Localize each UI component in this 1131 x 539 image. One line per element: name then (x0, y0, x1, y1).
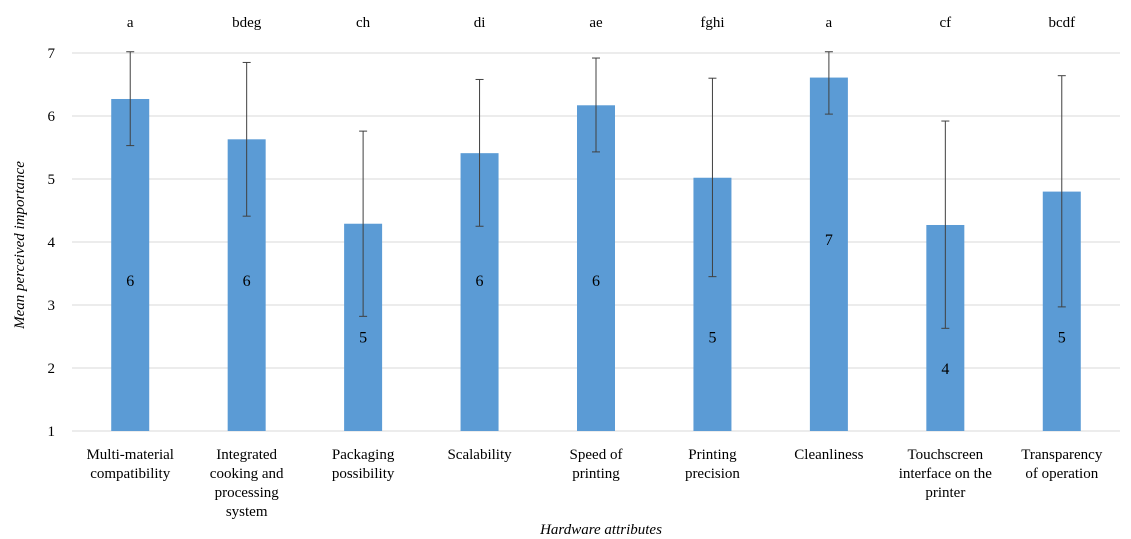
group-letter: ae (589, 15, 603, 31)
median-label: 4 (941, 361, 949, 378)
y-tick-label: 6 (48, 109, 56, 125)
x-tick-label: Scalability (447, 447, 512, 463)
x-tick-label: Integrated cooking and processing system (210, 447, 284, 520)
group-letter: cf (940, 15, 952, 31)
error-bars (126, 51, 1066, 329)
bar (809, 77, 848, 431)
group-letter: bdeg (232, 15, 262, 31)
bar (577, 105, 615, 431)
x-tick-label: Multi-material compatibility (86, 447, 173, 482)
group-letters: a bdeg ch di ae fghi a cf bcdf (127, 15, 1075, 31)
x-tick-label: Cleanliness (794, 447, 863, 463)
y-tick-label: 7 (48, 46, 56, 62)
y-tick-label: 4 (48, 235, 56, 251)
median-label: 6 (592, 273, 600, 290)
group-letter: di (474, 15, 486, 31)
median-label: 7 (825, 232, 833, 249)
y-axis-title: Mean perceived importance (12, 161, 28, 330)
x-axis-title: Hardware attributes (539, 522, 662, 538)
group-letter: bcdf (1048, 15, 1075, 31)
median-label: 5 (359, 330, 367, 347)
group-letter: a (826, 15, 833, 31)
x-tick-label: Printing precision (685, 447, 740, 482)
y-tick-label: 2 (48, 361, 56, 377)
x-tick-label: Packaging possibility (332, 447, 395, 482)
bar (111, 98, 150, 432)
y-tick-label: 1 (48, 424, 56, 440)
median-labels: 6 6 5 6 6 5 7 4 5 (126, 232, 1066, 378)
x-tick-label: Transparency of operation (1021, 447, 1103, 482)
group-letter: ch (356, 15, 371, 31)
y-axis-ticks: 1 2 3 4 5 6 7 (48, 46, 56, 440)
x-tick-label: Speed of printing (570, 447, 623, 482)
median-label: 6 (243, 273, 251, 290)
median-label: 5 (1058, 330, 1066, 347)
median-label: 6 (126, 273, 134, 290)
y-tick-label: 3 (48, 298, 56, 314)
median-label: 5 (708, 330, 716, 347)
x-tick-label: Touchscreen interface on the printer (899, 447, 993, 501)
group-letter: a (127, 15, 134, 31)
x-axis-categories: Multi-material compatibility Integrated coo… (86, 447, 1102, 520)
median-label: 6 (476, 273, 484, 290)
group-letter: fghi (700, 15, 724, 31)
y-tick-label: 5 (48, 172, 56, 188)
